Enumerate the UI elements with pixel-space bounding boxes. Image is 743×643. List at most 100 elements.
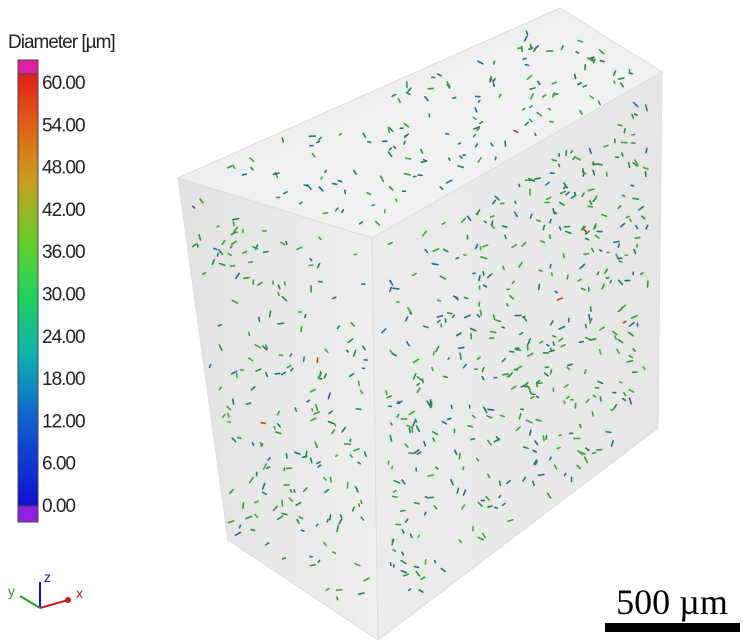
pore	[456, 258, 458, 259]
pore	[619, 261, 621, 262]
y-label: y	[8, 583, 15, 599]
pore	[588, 206, 593, 207]
pore	[606, 432, 611, 433]
colorbar-label: 6.00	[42, 454, 75, 475]
pore	[451, 405, 452, 408]
pore	[286, 454, 287, 458]
pore	[239, 525, 240, 528]
x-label: x	[76, 585, 83, 601]
pore	[523, 317, 525, 318]
pore	[565, 474, 566, 476]
pore	[318, 561, 319, 563]
pore	[448, 313, 452, 314]
pore	[543, 436, 544, 441]
pore	[459, 143, 461, 144]
pore	[290, 354, 291, 356]
pore	[261, 423, 265, 424]
pore	[492, 221, 493, 225]
pore	[418, 535, 419, 537]
pore	[523, 109, 525, 110]
pore	[629, 73, 632, 74]
pore	[550, 370, 551, 374]
pore	[210, 365, 211, 368]
pore	[495, 508, 497, 509]
pore	[631, 185, 634, 186]
pore	[282, 138, 283, 142]
pore	[404, 141, 405, 144]
pore	[304, 185, 307, 186]
pore	[553, 336, 556, 337]
pore	[401, 510, 405, 511]
pore	[522, 47, 523, 52]
pore	[515, 202, 516, 204]
pore	[538, 475, 544, 476]
pore	[290, 490, 291, 492]
pore	[283, 558, 286, 559]
pore	[459, 454, 460, 459]
pore	[252, 443, 253, 445]
pore	[409, 429, 410, 433]
pore	[488, 409, 494, 410]
x-axis	[40, 600, 68, 608]
pore	[243, 503, 244, 508]
pore	[319, 281, 322, 282]
pore	[286, 242, 287, 245]
pore	[585, 325, 586, 328]
pore	[589, 315, 590, 320]
z-label: z	[44, 569, 51, 585]
pore	[393, 550, 395, 551]
pore	[278, 323, 283, 324]
pore	[646, 148, 647, 153]
pore	[521, 386, 524, 387]
pore	[305, 314, 306, 317]
pore	[406, 158, 411, 159]
pore	[614, 81, 615, 83]
axis-triad: z y x	[8, 569, 83, 608]
pore	[618, 125, 621, 126]
pore	[495, 157, 496, 159]
pore	[321, 177, 322, 179]
pore	[330, 515, 331, 520]
pore	[312, 409, 313, 411]
pore	[575, 74, 576, 78]
pore	[244, 278, 249, 279]
pore	[624, 129, 625, 133]
pore	[550, 235, 551, 238]
pore	[414, 566, 418, 567]
pore	[535, 134, 536, 136]
pore	[551, 349, 552, 351]
pore	[519, 184, 520, 186]
pore	[571, 151, 572, 153]
pore	[301, 327, 302, 332]
pore	[635, 237, 639, 238]
pore	[337, 526, 338, 531]
pore	[453, 315, 454, 317]
pore	[526, 31, 527, 34]
pore	[632, 134, 635, 135]
pore	[237, 374, 238, 378]
pore	[614, 242, 619, 243]
pore	[294, 490, 295, 492]
pore	[218, 253, 219, 256]
left-face	[178, 178, 378, 640]
pore	[488, 506, 492, 507]
colorbar-label: 54.00	[42, 115, 85, 136]
pore	[415, 503, 419, 504]
pore	[507, 304, 508, 306]
pore	[559, 435, 561, 436]
pore	[635, 114, 637, 115]
pore	[546, 436, 547, 439]
pore	[391, 423, 392, 425]
pore	[217, 226, 219, 227]
pore	[593, 452, 596, 453]
pore	[516, 350, 521, 351]
pore	[591, 57, 594, 58]
pore	[557, 448, 560, 449]
pore	[503, 226, 507, 227]
pore	[491, 76, 492, 80]
colorbar-label: 36.00	[42, 242, 85, 263]
pore	[596, 196, 597, 198]
pore	[576, 52, 579, 53]
pore	[444, 376, 448, 377]
pore	[233, 399, 234, 404]
